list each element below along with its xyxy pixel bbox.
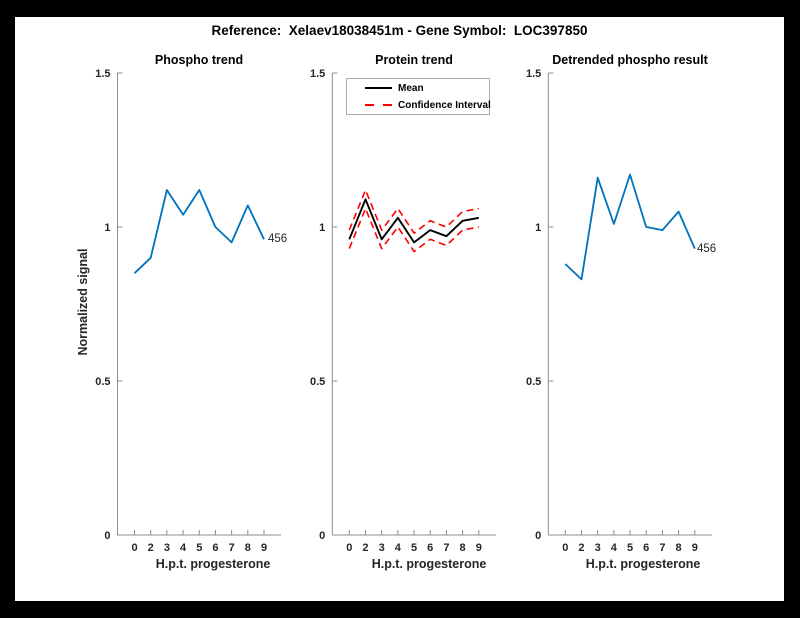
- x-axis-label-2: H.p.t. progesterone: [371, 557, 487, 571]
- legend-label-confidence-interval: Confidence Interval: [398, 99, 491, 111]
- x-tick-label: 5: [196, 542, 202, 554]
- x-tick-label: 7: [443, 542, 449, 554]
- trend-line: [564, 173, 696, 281]
- y-tick-label: 0.5: [526, 376, 541, 388]
- x-tick-label: 7: [229, 542, 235, 554]
- legend-item-confidence-interval: Confidence Interval: [365, 99, 491, 112]
- x-tick-label: 2: [578, 542, 584, 554]
- x-tick-label: 4: [180, 542, 187, 554]
- figure-canvas: Reference: Xelaev18038451m - Gene Symbol…: [15, 17, 784, 601]
- trend-line-ci-upper: [348, 189, 479, 234]
- y-tick-label: 1: [104, 222, 110, 234]
- subplot-0: 00.511.50 2 3 4 5 6 7 8 9: [95, 68, 281, 554]
- figure-title: Reference: Xelaev18038451m - Gene Symbol…: [211, 23, 588, 38]
- mean-line-sample-icon: [365, 87, 392, 89]
- x-tick-label: 5: [411, 542, 417, 554]
- x-tick-label: 8: [460, 542, 466, 554]
- subplot-2: 00.511.50 2 3 4 5 6 7 8 9: [526, 68, 712, 554]
- x-tick-label: 9: [476, 542, 482, 554]
- x-axis-label-1: H.p.t. progesterone: [155, 557, 271, 571]
- y-tick-label: 0: [319, 530, 325, 542]
- annotation-456-phospho: 456: [268, 233, 288, 245]
- x-tick-label: 6: [427, 542, 433, 554]
- x-tick-label: 2: [362, 542, 368, 554]
- y-tick-label: 0: [535, 530, 541, 542]
- legend-label-mean: Mean: [398, 82, 424, 94]
- subplot-title-phospho-trend: Phospho trend: [154, 53, 244, 67]
- annotation-456-detrended: 456: [697, 243, 717, 255]
- x-tick-label: 9: [692, 542, 698, 554]
- legend: Mean Confidence Interval: [346, 78, 491, 115]
- x-tick-label: 0: [131, 542, 137, 554]
- y-tick-label: 1: [535, 222, 541, 234]
- x-tick-label: 3: [164, 542, 170, 554]
- x-tick-label: 8: [245, 542, 251, 554]
- subplot-title-protein-trend: Protein trend: [375, 53, 453, 67]
- subplot-title-detrended-phospho-result: Detrended phospho result: [552, 53, 708, 67]
- legend-item-mean: Mean: [365, 82, 489, 95]
- plots-canvas: 00.511.50 2 3 4 5 6 7 8 900.511.50 2 3 4 5 6 7 8 900.511…: [95, 68, 712, 554]
- trend-line-ci-lower: [348, 207, 479, 253]
- x-tick-label: 3: [379, 542, 385, 554]
- trend-line: [348, 198, 479, 244]
- x-tick-label: 2: [148, 542, 154, 554]
- y-tick-label: 1.5: [95, 68, 110, 80]
- x-tick-label: 6: [643, 542, 649, 554]
- x-tick-label: 9: [261, 542, 267, 554]
- y-tick-label: 0.5: [310, 376, 325, 388]
- y-tick-label: 1.5: [526, 68, 541, 80]
- y-tick-label: 0.5: [95, 376, 110, 388]
- y-tick-label: 1.5: [310, 68, 325, 80]
- y-tick-label: 1: [319, 222, 325, 234]
- trend-line: [133, 189, 265, 274]
- y-tick-label: 0: [104, 530, 110, 542]
- subplot-1: 00.511.50 2 3 4 5 6 7 8 9: [310, 68, 496, 554]
- x-tick-label: 5: [627, 542, 633, 554]
- x-tick-label: 4: [611, 542, 618, 554]
- x-tick-label: 6: [212, 542, 218, 554]
- x-tick-label: 0: [562, 542, 568, 554]
- x-tick-label: 7: [659, 542, 665, 554]
- x-tick-label: 0: [346, 542, 352, 554]
- confidence-interval-line-sample-icon: [365, 104, 392, 106]
- x-axis-label-3: H.p.t. progesterone: [585, 557, 701, 571]
- x-tick-label: 3: [595, 542, 601, 554]
- x-tick-label: 8: [676, 542, 682, 554]
- x-tick-label: 4: [395, 542, 402, 554]
